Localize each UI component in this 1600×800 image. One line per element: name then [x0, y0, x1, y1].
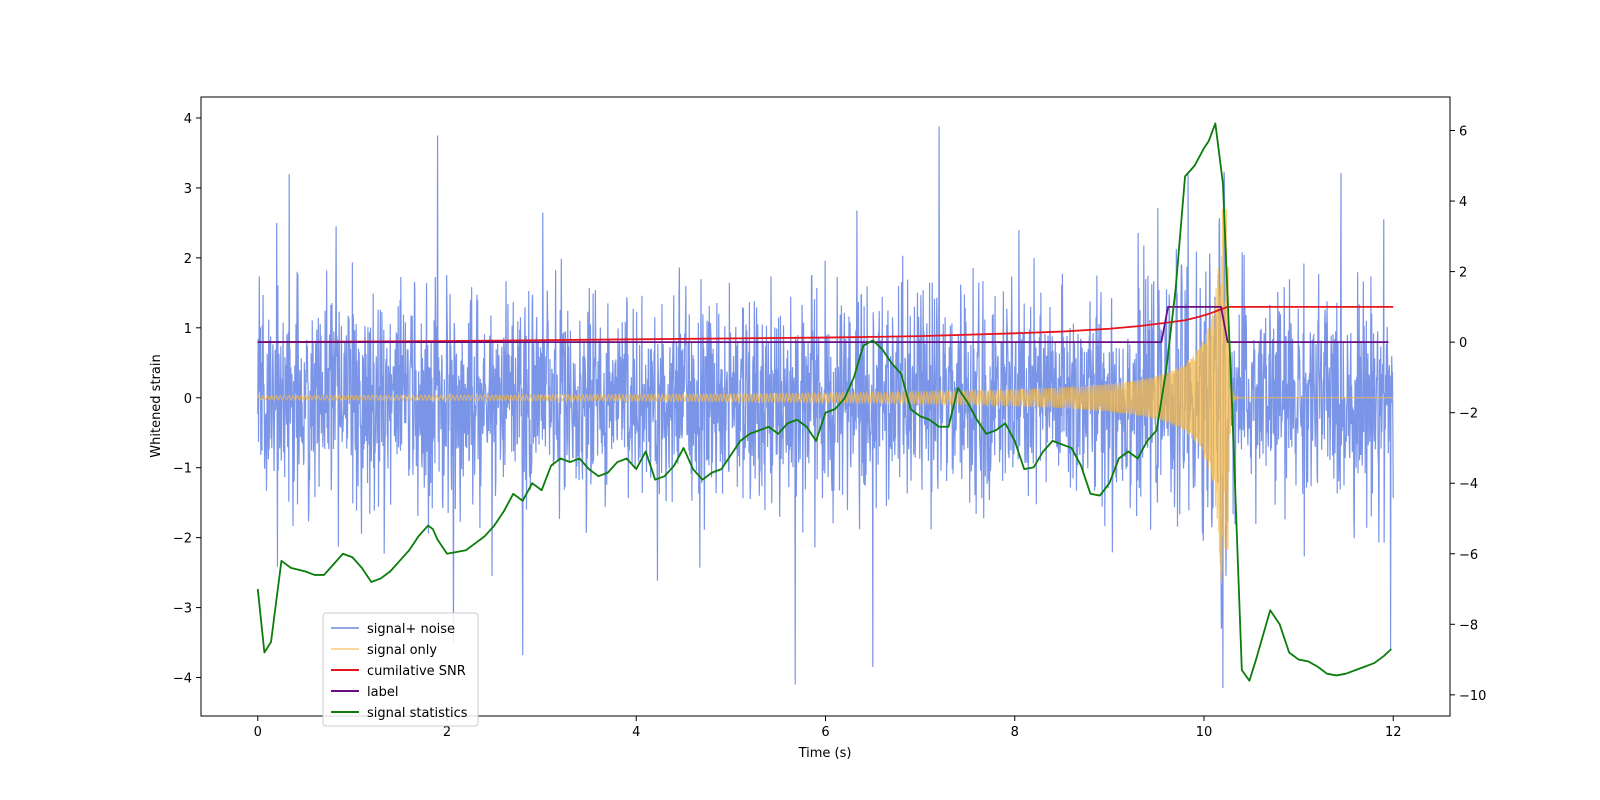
x-tick-label: 12	[1385, 725, 1402, 740]
y-axis-left: 4 3 2 1 0 −1 −2 −3 −4	[173, 112, 201, 687]
y-tick-label: −3	[173, 602, 192, 617]
y2-tick-label: −2	[1459, 407, 1478, 422]
x-tick-label: 8	[1011, 725, 1019, 740]
series-cumulative-snr-line	[257, 305, 1394, 344]
x-tick-label: 2	[443, 725, 451, 740]
x-tick-label: 6	[821, 725, 829, 740]
y2-tick-label: −6	[1459, 548, 1478, 563]
y-tick-label: 0	[184, 392, 192, 407]
legend-entry: signal statistics	[367, 706, 468, 721]
legend-box	[322, 612, 479, 727]
y-axis-label: Whitened strain	[149, 354, 164, 457]
series-signal-statistics-line	[256, 122, 1392, 682]
y-tick-label: −4	[173, 672, 192, 687]
y2-tick-label: −8	[1459, 618, 1478, 633]
y-tick-label: 4	[184, 112, 192, 127]
series-signal-only-line	[257, 209, 1394, 585]
legend-entry: label	[367, 685, 398, 700]
y2-tick-label: −10	[1459, 689, 1486, 704]
y2-tick-label: −4	[1459, 477, 1478, 492]
y2-tick-label: 0	[1459, 336, 1467, 351]
x-tick-label: 4	[632, 725, 640, 740]
y2-tick-label: 2	[1459, 266, 1467, 281]
y-tick-label: −1	[173, 462, 192, 477]
x-tick-label: 10	[1196, 725, 1213, 740]
y-tick-label: 1	[184, 322, 192, 337]
series-label-line	[257, 305, 1389, 344]
y-axis-right: 6 4 2 0 −2 −4 −6 −8 −10	[1450, 125, 1486, 704]
y-tick-label: −2	[173, 532, 192, 547]
legend: signal+ noise signal only cumilative SNR la…	[322, 612, 479, 727]
y-tick-label: 3	[184, 182, 192, 197]
legend-entry: signal only	[367, 643, 437, 658]
y-tick-label: 2	[184, 252, 192, 267]
y2-tick-label: 4	[1459, 195, 1467, 210]
series-layer	[256, 122, 1394, 689]
legend-entry: signal+ noise	[367, 622, 455, 637]
x-axis-label: Time (s)	[798, 746, 852, 761]
y2-tick-label: 6	[1459, 125, 1467, 140]
legend-entry: cumilative SNR	[367, 664, 466, 679]
x-tick-label: 0	[254, 725, 262, 740]
